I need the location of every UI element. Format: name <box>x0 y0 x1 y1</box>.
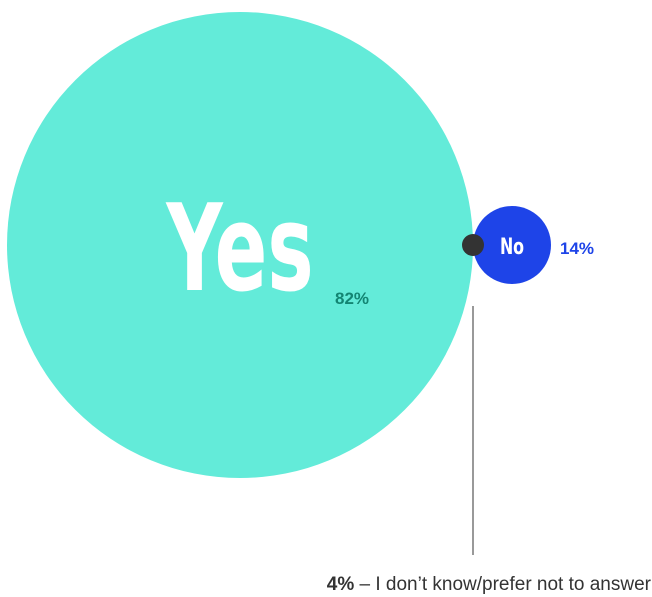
bubble-no <box>473 206 551 284</box>
dont-know-separator: – <box>354 574 375 595</box>
bubble-yes <box>7 12 473 478</box>
dont-know-note: 4% – I don’t know/prefer not to answer <box>327 574 652 595</box>
dont-know-text: I don’t know/prefer not to answer <box>375 574 651 595</box>
bubble-no-label: No <box>500 234 524 259</box>
bubble-yes-label: Yes <box>166 179 314 319</box>
bubble-dont-know <box>462 234 484 256</box>
bubble-yes-value: 82% <box>335 289 369 308</box>
bubble-no-value: 14% <box>560 239 594 258</box>
dont-know-value: 4% <box>327 574 355 595</box>
